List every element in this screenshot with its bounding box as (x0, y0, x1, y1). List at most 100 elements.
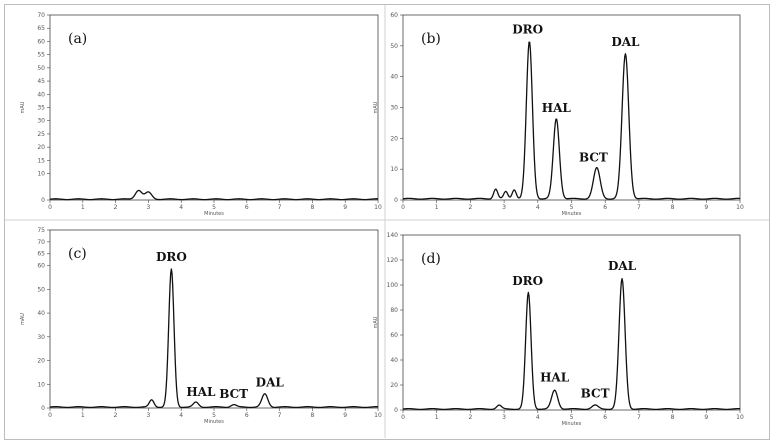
x-tick-label: 0 (401, 204, 405, 211)
y-tick-label: 10 (390, 166, 398, 173)
panel-label: (d) (421, 251, 441, 267)
y-tick-label: 40 (37, 91, 45, 98)
panel-label: (b) (421, 31, 441, 47)
y-tick-label: 120 (387, 257, 399, 264)
peak-label-dro: DRO (512, 23, 543, 37)
chromatogram-line (402, 278, 741, 411)
x-tick-label: 7 (278, 412, 282, 419)
x-tick-label: 9 (343, 204, 347, 211)
peak-label-bct: BCT (581, 387, 610, 401)
peak-label-bct: BCT (219, 387, 248, 401)
y-tick-label: 25 (37, 131, 45, 138)
x-tick-label: 4 (179, 412, 183, 419)
plot-area (402, 234, 741, 411)
x-tick-label: 1 (81, 204, 85, 211)
y-tick-label: 10 (37, 381, 45, 388)
y-tick-label: 65 (37, 251, 45, 258)
y-tick-label: 0 (394, 197, 398, 204)
x-tick-label: 3 (146, 412, 150, 419)
y-tick-label: 20 (37, 144, 45, 151)
y-tick-label: 30 (390, 105, 398, 112)
y-tick-label: 35 (37, 105, 45, 112)
y-tick-label: 40 (390, 357, 398, 364)
y-tick-label: 70 (37, 239, 45, 246)
x-tick-label: 7 (637, 414, 641, 421)
x-tick-label: 0 (401, 414, 405, 421)
x-tick-label: 5 (212, 412, 216, 419)
x-tick-label: 2 (468, 414, 472, 421)
x-tick-label: 1 (81, 412, 85, 419)
x-tick-label: 1 (435, 204, 439, 211)
peak-label-dal: DAL (611, 35, 640, 49)
y-tick-label: 10 (37, 171, 45, 178)
y-axis-label: mAU (373, 316, 379, 328)
y-tick-label: 80 (390, 307, 398, 314)
chart-panel-d: 0 1 2 3 4 5 6 7 8 9 10020406080100120140MinutesmAU… (373, 232, 744, 427)
x-tick-label: 2 (114, 412, 118, 419)
chart-panel-a: 0 1 2 3 4 5 6 7 8 9 10010152025303540455055606570M… (20, 12, 382, 217)
y-tick-label: 70 (37, 12, 45, 19)
x-tick-label: 5 (570, 204, 574, 211)
plot-area (49, 229, 379, 409)
peak-label-hal: HAL (186, 385, 216, 399)
x-tick-label: 6 (603, 204, 607, 211)
x-tick-label: 2 (468, 204, 472, 211)
x-tick-label: 6 (245, 204, 249, 211)
chromatogram-line (49, 268, 379, 409)
x-tick-label: 4 (536, 204, 540, 211)
x-axis-label: Minutes (204, 211, 224, 217)
x-axis-label: Minutes (562, 211, 582, 217)
x-axis-label: Minutes (204, 419, 224, 425)
y-tick-label: 40 (37, 310, 45, 317)
x-tick-label: 3 (502, 204, 506, 211)
x-tick-label: 10 (736, 204, 744, 211)
peak-label-dal: DAL (256, 376, 285, 390)
x-tick-label: 4 (179, 204, 183, 211)
panel-label: (a) (68, 31, 87, 47)
peak-label-dal: DAL (608, 259, 637, 273)
y-tick-label: 50 (37, 286, 45, 293)
x-tick-label: 9 (343, 412, 347, 419)
peak-label-dro: DRO (512, 274, 543, 288)
y-tick-label: 65 (37, 25, 45, 32)
plot-area (49, 14, 379, 201)
y-tick-label: 0 (41, 197, 45, 204)
y-tick-label: 15 (37, 157, 45, 164)
y-axis-label: mAU (20, 313, 26, 325)
x-tick-label: 8 (671, 414, 675, 421)
y-tick-label: 20 (390, 382, 398, 389)
y-tick-label: 30 (37, 334, 45, 341)
y-tick-label: 40 (390, 74, 398, 81)
chart-panel-c: 0 1 2 3 4 5 6 7 8 9 10 0 10 20 30 40 50 60 65 70 75 Minutes mA… (20, 227, 382, 425)
y-tick-label: 60 (37, 263, 45, 270)
y-tick-label: 60 (390, 12, 398, 19)
y-tick-label: 60 (37, 38, 45, 45)
x-tick-label: 1 (435, 414, 439, 421)
x-axis-label: Minutes (562, 421, 582, 427)
x-tick-label: 3 (146, 204, 150, 211)
x-tick-label: 6 (245, 412, 249, 419)
x-tick-label: 4 (536, 414, 540, 421)
x-tick-label: 3 (502, 414, 506, 421)
y-tick-label: 55 (37, 52, 45, 59)
y-tick-label: 50 (390, 43, 398, 50)
x-tick-label: 7 (637, 204, 641, 211)
y-tick-label: 30 (37, 118, 45, 125)
y-tick-label: 20 (37, 358, 45, 365)
peak-label-dro: DRO (156, 250, 187, 264)
x-tick-label: 5 (212, 204, 216, 211)
chromatogram-line (49, 189, 379, 201)
y-axis-label: mAU (373, 101, 379, 113)
chart-panel-b: 0 1 2 3 4 5 6 7 8 9 10 0 10 20 30 40 50 60 Minutes mAU DRO HA… (373, 12, 744, 217)
x-tick-label: 9 (704, 204, 708, 211)
y-tick-label: 0 (41, 405, 45, 412)
y-tick-label: 20 (390, 135, 398, 142)
x-tick-label: 6 (603, 414, 607, 421)
peak-label-hal: HAL (542, 101, 572, 115)
peak-label-hal: HAL (540, 370, 570, 384)
plot-area (402, 14, 741, 201)
y-tick-label: 45 (37, 78, 45, 85)
x-tick-label: 8 (671, 204, 675, 211)
y-tick-label: 50 (37, 65, 45, 72)
